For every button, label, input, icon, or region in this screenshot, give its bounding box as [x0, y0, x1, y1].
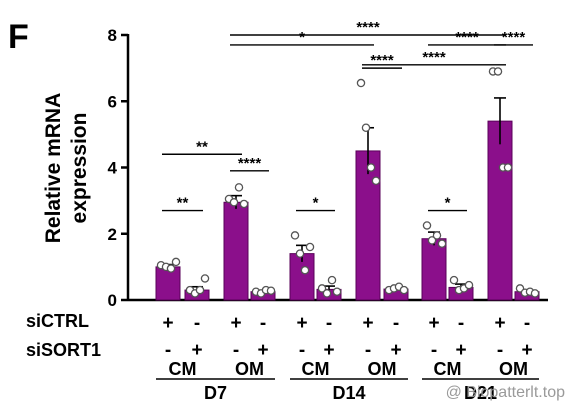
significance-label-10: **** — [502, 29, 526, 46]
data-point-4-2 — [300, 265, 310, 275]
data-points — [156, 67, 540, 298]
media-label-2: CM — [302, 359, 330, 379]
data-point-0-2 — [166, 264, 176, 273]
sisort1-sign-6: - — [365, 340, 371, 361]
data-point-5-0 — [317, 284, 327, 293]
watermark: @ Biopatterlt.top — [446, 384, 566, 401]
day-label-0: D7 — [204, 383, 227, 403]
sisort1-sign-9: + — [455, 340, 466, 361]
data-point-6-0 — [356, 78, 366, 88]
sictrl-sign-5: - — [326, 313, 332, 334]
data-point-9-0 — [449, 275, 459, 285]
day-label-2: D21 — [464, 383, 497, 403]
data-point-2-2 — [234, 183, 244, 192]
sisort1-sign-3: + — [257, 340, 268, 361]
sictrl-sign-4: + — [296, 313, 307, 334]
sictrl-sign-6: + — [362, 313, 373, 334]
significance-label-2: **** — [238, 155, 262, 172]
sisort1-sign-11: + — [521, 340, 532, 361]
data-point-1-3 — [200, 274, 210, 283]
data-point-4-1 — [295, 249, 305, 258]
significance-label-3: * — [313, 195, 319, 212]
y-tick-label-1: 2 — [108, 225, 117, 244]
media-label-0: CM — [169, 359, 197, 379]
error-bars — [162, 97, 533, 294]
significance-brackets: ************* ************** **** — [162, 19, 533, 212]
sisort1-sign-10: - — [497, 340, 503, 361]
data-point-5-2 — [327, 275, 337, 285]
data-point-2-1 — [229, 198, 239, 207]
data-point-2-3 — [239, 199, 249, 209]
panel-label: F — [8, 18, 29, 56]
bar-10 — [487, 120, 513, 301]
significance-label-4: **** — [370, 52, 394, 69]
row-label-sisort1: siSORT1 — [26, 340, 101, 360]
sictrl-sign-10: + — [494, 313, 505, 334]
data-point-6-3 — [371, 176, 381, 185]
data-point-0-3 — [171, 257, 181, 267]
sictrl-sign-1: - — [194, 313, 200, 334]
sictrl-sign-11: - — [524, 313, 530, 334]
bar-8 — [421, 238, 447, 301]
y-tick-label-4: 8 — [108, 26, 117, 45]
data-point-8-1 — [427, 236, 437, 245]
significance-label-1: ** — [196, 138, 208, 155]
sisort1-sign-5: + — [323, 340, 334, 361]
sictrl-sign-9: - — [458, 313, 464, 334]
media-label-3: OM — [368, 359, 397, 379]
data-point-5-3 — [332, 287, 342, 296]
bars — [155, 120, 540, 301]
media-label-5: OM — [499, 359, 528, 379]
media-label-1: OM — [235, 359, 264, 379]
sictrl-sign-2: + — [230, 313, 241, 334]
data-point-10-1 — [493, 67, 503, 76]
data-point-10-3 — [503, 163, 513, 172]
sictrl-sign-7: - — [393, 313, 399, 334]
sisort1-sign-4: - — [299, 340, 305, 361]
significance-label-9: **** — [455, 29, 479, 46]
y-axis-label-line-1: Relative mRNA — [42, 93, 65, 244]
sictrl-sign-0: + — [162, 313, 173, 334]
data-point-3-3 — [266, 286, 276, 295]
data-point-1-2 — [195, 285, 205, 295]
data-point-7-3 — [399, 285, 409, 295]
y-tick-label-2: 4 — [108, 159, 118, 178]
sisort1-sign-0: - — [165, 340, 171, 361]
data-point-8-3 — [437, 239, 447, 248]
significance-label-0: ** — [177, 195, 189, 212]
data-point-8-2 — [432, 231, 442, 240]
data-point-5-1 — [322, 289, 332, 298]
significance-label-6: * — [299, 29, 305, 46]
data-point-8-0 — [422, 221, 432, 230]
sisort1-sign-7: + — [390, 340, 401, 361]
sisort1-sign-8: - — [431, 340, 437, 361]
sisort1-sign-1: + — [191, 340, 202, 361]
sictrl-sign-8: + — [428, 313, 439, 334]
sisort1-sign-2: - — [233, 340, 239, 361]
row-label-sictrl: siCTRL — [26, 311, 89, 331]
day-label-1: D14 — [332, 383, 365, 403]
bar-2 — [223, 201, 249, 301]
y-tick-label-3: 6 — [108, 92, 117, 111]
bar-0 — [155, 266, 181, 301]
media-label-4: CM — [434, 359, 462, 379]
significance-label-8: * — [445, 195, 451, 212]
significance-label-7: **** — [356, 19, 380, 36]
data-point-4-3 — [305, 242, 315, 252]
data-point-4-0 — [290, 231, 300, 240]
y-tick-label-0: 0 — [108, 291, 117, 310]
sictrl-sign-3: - — [260, 313, 266, 334]
y-axis-label-line-2: expression — [68, 113, 91, 224]
data-point-11-3 — [530, 289, 540, 298]
data-point-6-1 — [361, 123, 371, 133]
data-point-9-3 — [464, 280, 474, 290]
data-point-6-2 — [366, 163, 376, 172]
significance-label-5: **** — [422, 49, 446, 66]
